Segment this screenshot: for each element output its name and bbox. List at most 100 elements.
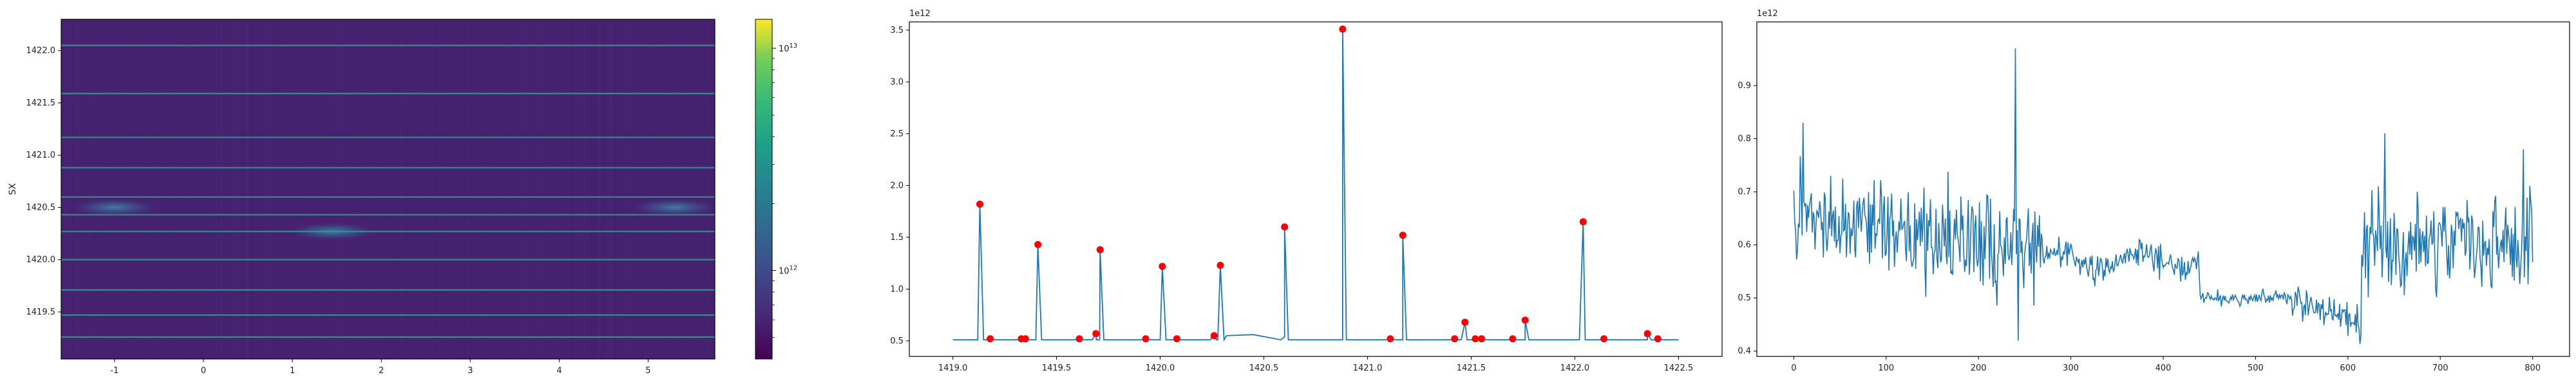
heatmap-frame bbox=[61, 19, 715, 360]
heatmap-texture-stripe bbox=[475, 19, 477, 359]
peaks-x-tick-label: 1422.0 bbox=[1560, 363, 1590, 373]
peak-marker bbox=[1643, 330, 1651, 338]
peaks-y-tick-label: 1.5 bbox=[890, 233, 904, 243]
heatmap-texture-stripe bbox=[200, 19, 202, 359]
heatmap-texture-stripe bbox=[509, 19, 511, 359]
peaks-offset-text: 1e12 bbox=[909, 9, 931, 19]
heatmap-texture-stripe bbox=[316, 19, 318, 359]
heatmap-texture-stripe bbox=[177, 19, 179, 359]
heatmap-texture-stripe bbox=[679, 19, 681, 359]
signal-offset-text: 1e12 bbox=[1757, 9, 1778, 19]
heatmap-texture-stripe bbox=[69, 19, 71, 359]
heatmap-texture-stripe bbox=[266, 19, 268, 359]
heatmap-texture-stripe bbox=[189, 19, 191, 359]
heatmap-texture-stripe bbox=[88, 19, 90, 359]
peaks-x-tick-label: 1420.0 bbox=[1146, 363, 1175, 373]
heatmap-texture-stripe bbox=[448, 19, 450, 359]
heatmap-texture-stripe bbox=[196, 19, 198, 359]
heatmap-texture-stripe bbox=[614, 19, 616, 359]
heatmap-texture-stripe bbox=[386, 19, 388, 359]
heatmap-texture-stripe bbox=[370, 19, 372, 359]
heatmap-texture-stripe bbox=[579, 19, 581, 359]
heatmap-texture-stripe bbox=[347, 19, 349, 359]
peak-marker bbox=[1600, 335, 1607, 343]
heatmap-texture-stripe bbox=[227, 19, 229, 359]
heatmap-x-tick-label: 5 bbox=[645, 366, 650, 376]
heatmap-texture-stripe bbox=[363, 19, 365, 359]
signal-y-tick-label: 0.8 bbox=[1738, 134, 1751, 144]
peaks-x-tick-label: 1420.5 bbox=[1249, 363, 1279, 373]
signal-x-tick-label: 200 bbox=[1971, 363, 1987, 373]
heatmap-texture-stripe bbox=[235, 19, 237, 359]
heatmap-texture-stripe bbox=[108, 19, 109, 359]
heatmap-texture-stripe bbox=[111, 19, 113, 359]
heatmap-texture-stripe bbox=[652, 19, 654, 359]
peaks-y-tick-label: 2.0 bbox=[890, 181, 904, 190]
heatmap-texture-stripe bbox=[308, 19, 310, 359]
heatmap-texture-stripe bbox=[355, 19, 357, 359]
signal-panel: 1e12 0 100 200 300 400 500 600 700 800 0.4 0.5 0.6… bbox=[1738, 9, 2570, 373]
heatmap-texture-stripe bbox=[594, 19, 596, 359]
signal-x-tick-label: 100 bbox=[1878, 363, 1894, 373]
heatmap-texture-stripe bbox=[254, 19, 256, 359]
signal-x-tick-label: 500 bbox=[2248, 363, 2264, 373]
heatmap-x-tick-label: 0 bbox=[201, 366, 206, 376]
heatmap-texture-stripe bbox=[556, 19, 558, 359]
heatmap-x-tick-label: 1 bbox=[290, 366, 295, 376]
heatmap-texture-stripe bbox=[115, 19, 117, 359]
heatmap-texture-stripe bbox=[135, 19, 137, 359]
heatmap-texture-stripe bbox=[525, 19, 527, 359]
signal-y-tick-label: 0.4 bbox=[1738, 347, 1751, 356]
heatmap-y-tick-label: 1419.5 bbox=[26, 308, 56, 317]
heatmap-texture-stripe bbox=[142, 19, 144, 359]
heatmap-texture-stripe bbox=[618, 19, 620, 359]
peaks-series-line bbox=[952, 29, 1679, 342]
heatmap-texture-stripe bbox=[683, 19, 685, 359]
heatmap-texture-stripe bbox=[193, 19, 194, 359]
heatmap-texture-stripe bbox=[428, 19, 430, 359]
heatmap-texture-stripe bbox=[645, 19, 647, 359]
heatmap-texture-stripe bbox=[119, 19, 121, 359]
peak-marker bbox=[1339, 25, 1347, 33]
heatmap-texture-stripe bbox=[285, 19, 287, 359]
peaks-y-tick-label: 2.5 bbox=[890, 129, 904, 139]
heatmap-texture-stripe bbox=[185, 19, 187, 359]
heatmap-texture-stripe bbox=[270, 19, 272, 359]
heatmap-blob bbox=[69, 198, 160, 217]
heatmap-texture-stripe bbox=[158, 19, 160, 359]
heatmap-texture-stripe bbox=[598, 19, 600, 359]
heatmap-texture-stripe bbox=[258, 19, 260, 359]
heatmap-blob bbox=[629, 198, 715, 217]
heatmap-y-tick-label: 1420.0 bbox=[26, 255, 56, 265]
heatmap-texture-stripe bbox=[289, 19, 291, 359]
peaks-y-tick-label: 1.0 bbox=[890, 284, 904, 294]
colorbar-tick-label: 1012 bbox=[779, 265, 797, 277]
heatmap-texture-stripe bbox=[366, 19, 368, 359]
heatmap-texture-stripe bbox=[424, 19, 426, 359]
heatmap-texture-stripe bbox=[231, 19, 233, 359]
heatmap-texture-stripe bbox=[204, 19, 206, 359]
peaks-frame bbox=[909, 21, 1723, 357]
heatmap-texture-stripe bbox=[220, 19, 222, 359]
heatmap-texture-stripe bbox=[451, 19, 453, 359]
heatmap-texture-stripe bbox=[486, 19, 488, 359]
signal-series-line bbox=[1793, 48, 2533, 344]
peak-marker bbox=[1451, 335, 1459, 343]
peak-marker bbox=[1217, 261, 1224, 269]
heatmap-texture-stripe bbox=[529, 19, 531, 359]
peak-marker bbox=[1478, 335, 1486, 343]
peak-marker bbox=[1579, 218, 1587, 226]
heatmap-texture-stripe bbox=[687, 19, 689, 359]
heatmap-texture-stripe bbox=[606, 19, 608, 359]
signal-y-tick-label: 0.9 bbox=[1738, 81, 1751, 91]
heatmap-texture-stripe bbox=[73, 19, 75, 359]
heatmap-texture-stripe bbox=[216, 19, 218, 359]
heatmap-texture-stripe bbox=[421, 19, 422, 359]
heatmap-texture-stripe bbox=[536, 19, 538, 359]
heatmap-y-tick-label: 1421.0 bbox=[26, 151, 56, 160]
peak-marker bbox=[1399, 232, 1406, 239]
heatmap-texture-stripe bbox=[278, 19, 279, 359]
heatmap-texture-stripe bbox=[397, 19, 399, 359]
heatmap-texture-stripe bbox=[502, 19, 504, 359]
heatmap-texture-stripe bbox=[699, 19, 701, 359]
